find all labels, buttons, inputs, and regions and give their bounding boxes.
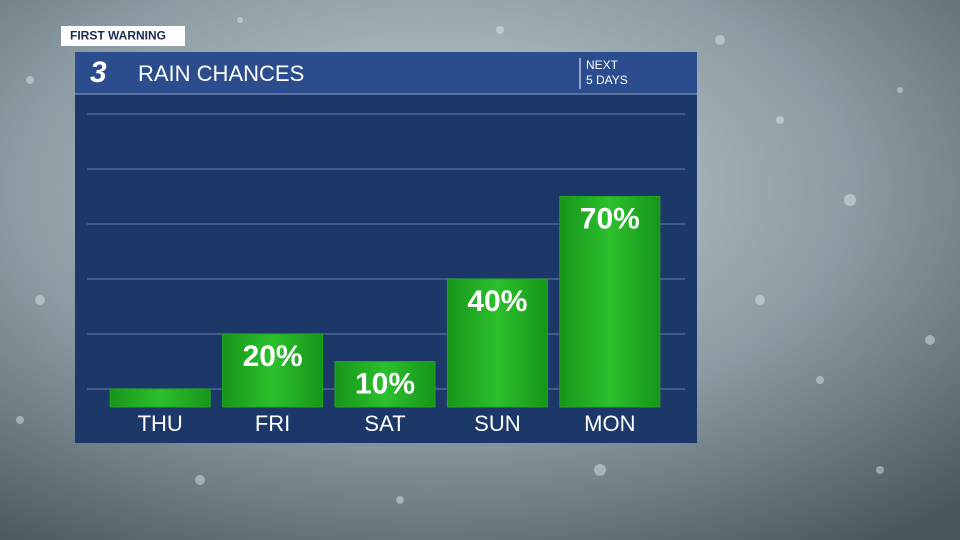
value-label: 70% — [580, 202, 640, 235]
value-label: 10% — [355, 367, 415, 400]
subtitle-line: NEXT — [586, 58, 619, 72]
subtitle-line: 5 DAYS — [586, 73, 628, 87]
rain-drops — [16, 17, 935, 504]
bar — [334, 361, 436, 408]
bar — [109, 388, 211, 408]
x-tick-label: SAT — [364, 411, 405, 436]
badge-box — [61, 26, 185, 46]
value-label: 40% — [467, 285, 527, 318]
bar — [222, 333, 324, 408]
bar — [559, 196, 661, 408]
logo: 3 — [90, 56, 107, 89]
x-tick-label: FRI — [255, 411, 290, 436]
x-tick-label: SUN — [474, 411, 520, 436]
bar — [446, 278, 548, 408]
badge: FIRST WARNING — [70, 29, 166, 43]
header — [75, 52, 697, 94]
x-tick-label: THU — [138, 411, 183, 436]
x-tick-label: MON — [584, 411, 635, 436]
value-label: 20% — [243, 340, 303, 373]
chart-title: RAIN CHANCES — [138, 61, 304, 86]
